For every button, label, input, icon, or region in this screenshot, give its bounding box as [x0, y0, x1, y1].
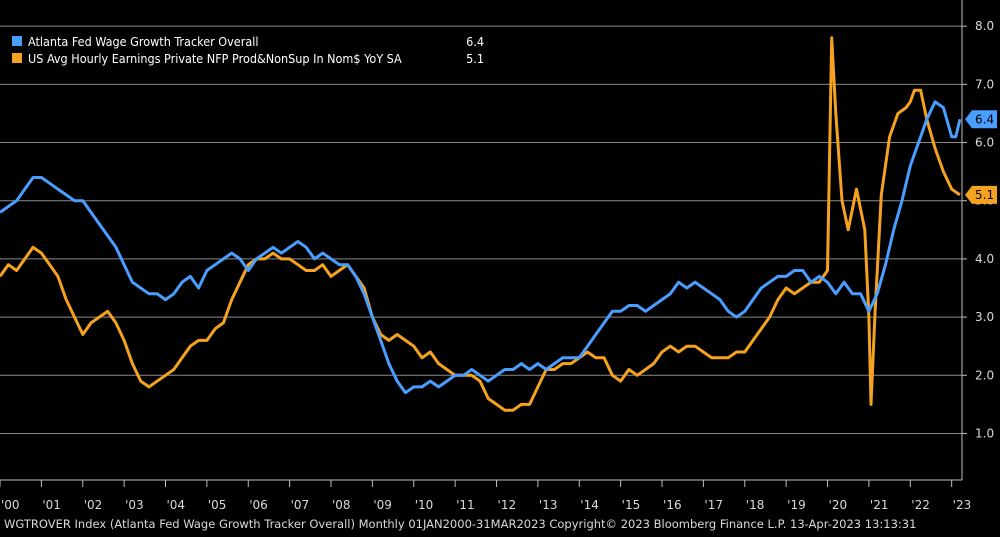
- legend-swatch-atlanta: [12, 36, 22, 46]
- legend-label-ahe: US Avg Hourly Earnings Private NFP Prod&…: [28, 51, 402, 66]
- x-tick-label: '15: [622, 498, 641, 512]
- x-tick-label: '12: [498, 498, 517, 512]
- x-tick-label: '21: [870, 498, 889, 512]
- x-tick-label: '16: [663, 498, 682, 512]
- y-tick-label: 3.0: [975, 310, 994, 324]
- last-value-marker-ahe: [965, 185, 997, 204]
- x-tick-label: '10: [415, 498, 434, 512]
- x-tick-label: '00: [1, 498, 20, 512]
- x-tick-label: '04: [167, 498, 186, 512]
- y-tick-label: 8.0: [975, 19, 994, 33]
- y-tick-label: 1.0: [975, 426, 994, 440]
- x-tick-label: '18: [746, 498, 765, 512]
- x-tick-label: '08: [332, 498, 351, 512]
- legend-label-atlanta: Atlanta Fed Wage Growth Tracker Overall: [28, 34, 259, 49]
- x-tick-label: '09: [373, 498, 392, 512]
- legend-background: [4, 30, 489, 70]
- x-tick-label: '05: [208, 498, 227, 512]
- legend-swatch-ahe: [12, 53, 22, 63]
- legend-value-atlanta: 6.4: [466, 34, 484, 49]
- x-tick-label: '23: [953, 498, 972, 512]
- x-tick-label: '13: [539, 498, 558, 512]
- legend-value-ahe: 5.1: [466, 51, 484, 66]
- series-lines: [0, 36, 962, 412]
- x-axis-ticks: '00 '01 '02 '03 '04 '05 '06 '07 '08 '09 '10 '11 '12 '…: [0, 480, 971, 512]
- x-tick-label: '01: [42, 498, 61, 512]
- last-value-label-ahe: 5.1: [975, 188, 994, 202]
- last-value-marker-atlanta: [965, 110, 997, 129]
- x-tick-label: '20: [829, 498, 848, 512]
- x-tick-label: '17: [704, 498, 723, 512]
- y-axis-ticks: 1.02.03.04.05.06.07.08.0: [962, 19, 994, 440]
- last-value-label-atlanta: 6.4: [975, 112, 994, 126]
- x-tick-label: '07: [291, 498, 310, 512]
- legend: Atlanta Fed Wage Growth Tracker Overall …: [4, 30, 489, 70]
- axes: [0, 0, 963, 481]
- x-tick-label: '14: [580, 498, 599, 512]
- footer-source-text: WGTROVER Index (Atlanta Fed Wage Growth …: [4, 517, 917, 531]
- y-tick-label: 4.0: [975, 252, 994, 266]
- x-tick-label: '19: [787, 498, 806, 512]
- x-tick-label: '03: [125, 498, 144, 512]
- series-line-atlanta: [0, 100, 962, 395]
- series-line-ahe: [0, 36, 961, 412]
- x-tick-label: '22: [911, 498, 930, 512]
- x-tick-label: '11: [456, 498, 475, 512]
- x-tick-label: '02: [84, 498, 103, 512]
- x-tick-label: '06: [249, 498, 268, 512]
- last-value-markers: 6.4 5.1: [965, 110, 997, 204]
- y-tick-label: 6.0: [975, 136, 994, 150]
- gridlines: [0, 25, 962, 434]
- y-tick-label: 7.0: [975, 77, 994, 91]
- y-tick-label: 2.0: [975, 368, 994, 382]
